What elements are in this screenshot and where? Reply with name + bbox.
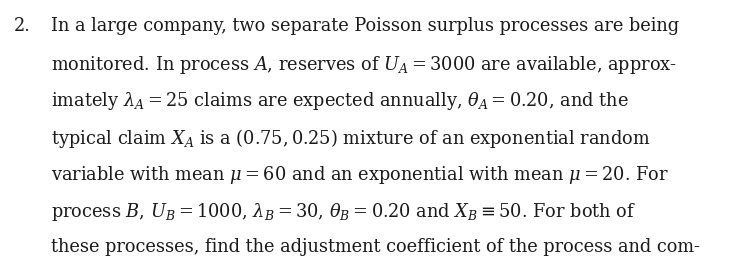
Text: In a large company, two separate Poisson surplus processes are being: In a large company, two separate Poisson… bbox=[51, 17, 680, 35]
Text: 2.: 2. bbox=[13, 17, 30, 35]
Text: these processes, find the adjustment coefficient of the process and com-: these processes, find the adjustment coe… bbox=[51, 237, 700, 255]
Text: variable with mean $\mu = 60$ and an exponential with mean $\mu = 20$. For: variable with mean $\mu = 60$ and an exp… bbox=[51, 164, 669, 186]
Text: typical claim $X_A$ is a $(0.75, 0.25)$ mixture of an exponential random: typical claim $X_A$ is a $(0.75, 0.25)$ … bbox=[51, 127, 650, 150]
Text: monitored. In process $A$, reserves of $U_A = 3000$ are available, approx-: monitored. In process $A$, reserves of $… bbox=[51, 53, 677, 76]
Text: imately $\lambda_A = 25$ claims are expected annually, $\theta_A = 0.20$, and th: imately $\lambda_A = 25$ claims are expe… bbox=[51, 90, 628, 112]
Text: process $B$, $U_B = 1000$, $\lambda_B = 30$, $\theta_B = 0.20$ and $X_B \equiv 5: process $B$, $U_B = 1000$, $\lambda_B = … bbox=[51, 201, 636, 223]
